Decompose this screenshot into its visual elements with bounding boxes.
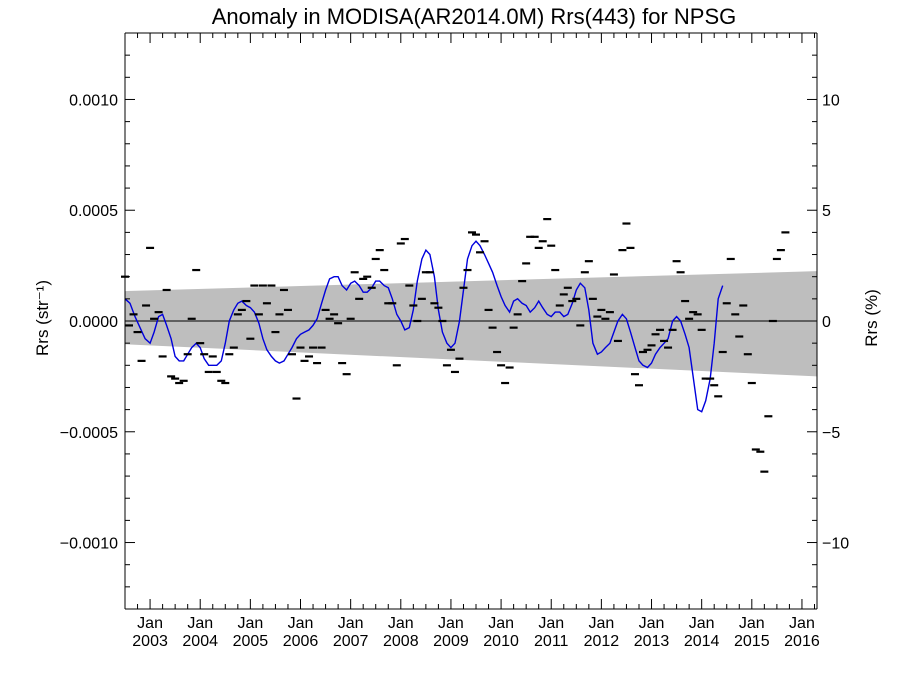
- left-tick-label: −0.0005: [60, 425, 118, 442]
- left-tick-label: −0.0010: [60, 536, 118, 553]
- x-tick-label-year: 2012: [584, 633, 620, 650]
- right-tick-label: 0: [822, 314, 831, 331]
- x-tick-label-month: Jan: [689, 615, 715, 632]
- monthly-anomaly-points: [121, 217, 790, 473]
- right-tick-label: −10: [822, 536, 849, 553]
- x-tick-label-month: Jan: [639, 615, 665, 632]
- x-tick-label-year: 2003: [132, 633, 168, 650]
- left-tick-label: 0.0005: [69, 203, 118, 220]
- x-tick-label-year: 2014: [684, 633, 720, 650]
- left-tick-label: 0.0000: [69, 314, 118, 331]
- x-tick-label-month: Jan: [438, 615, 464, 632]
- smoothed-series: [124, 240, 724, 413]
- y-axis-label-right: Rrs (%): [862, 289, 881, 347]
- x-tick-label-month: Jan: [288, 615, 314, 632]
- right-tick-label: −5: [822, 425, 840, 442]
- right-tick-label: 10: [822, 92, 840, 109]
- x-tick-label-year: 2004: [182, 633, 218, 650]
- x-tick-label-year: 2015: [734, 633, 770, 650]
- x-tick-label-year: 2008: [383, 633, 419, 650]
- x-tick-label-month: Jan: [739, 615, 765, 632]
- x-tick-label-year: 2010: [483, 633, 519, 650]
- x-tick-label-month: Jan: [538, 615, 564, 632]
- x-tick-label-year: 2007: [333, 633, 369, 650]
- x-tick-label-year: 2011: [534, 633, 569, 650]
- left-tick-label: 0.0010: [69, 92, 118, 109]
- x-tick-label-year: 2013: [634, 633, 670, 650]
- x-tick-label-year: 2006: [283, 633, 319, 650]
- x-tick-label-month: Jan: [187, 615, 213, 632]
- x-tick-label-month: Jan: [388, 615, 414, 632]
- tick-labels: 0.0010 0.0005 0.0000 −0.0005 −0.0010 10 5 0 −5 −1…: [60, 92, 850, 650]
- x-tick-label-month: Jan: [588, 615, 614, 632]
- tick-marks: [125, 32, 817, 610]
- chart-title: Anomaly in MODISA(AR2014.0M) Rrs(443) fo…: [212, 4, 737, 29]
- x-tick-label-month: Jan: [789, 615, 815, 632]
- x-tick-label-year: 2005: [233, 633, 269, 650]
- x-tick-label-year: 2009: [433, 633, 469, 650]
- x-tick-label-year: 2016: [784, 633, 820, 650]
- y-axis-label-left: Rrs (str⁻¹): [33, 280, 52, 356]
- x-tick-label-month: Jan: [488, 615, 514, 632]
- smoothed-line: [124, 240, 724, 413]
- right-tick-label: 5: [822, 203, 831, 220]
- x-tick-label-month: Jan: [237, 615, 263, 632]
- x-tick-label-month: Jan: [137, 615, 163, 632]
- x-tick-label-month: Jan: [338, 615, 364, 632]
